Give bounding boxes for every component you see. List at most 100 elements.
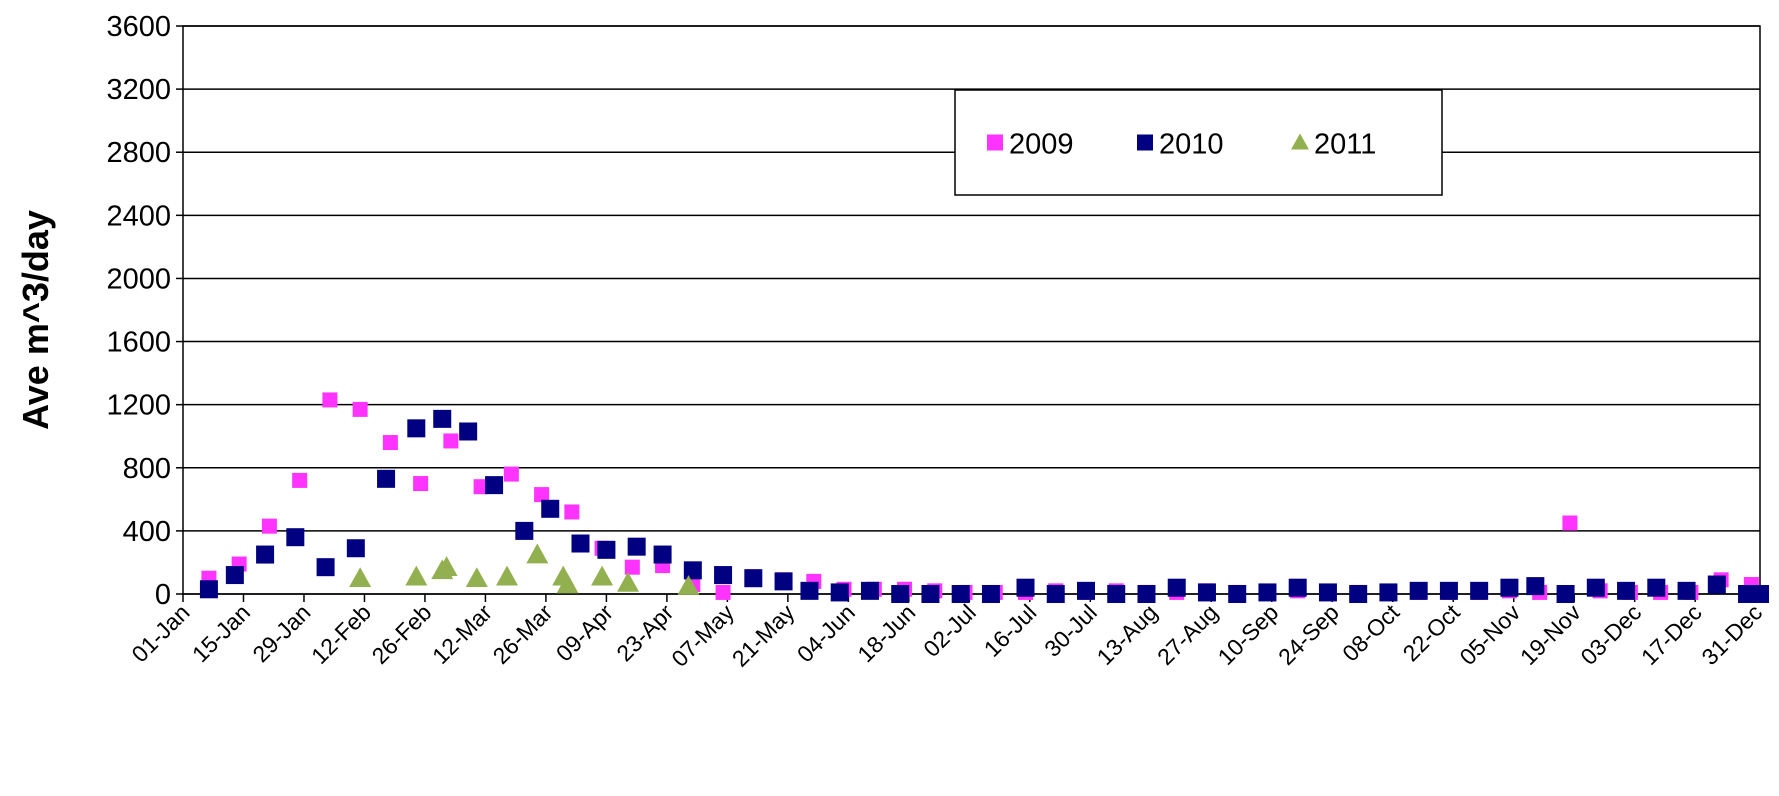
data-point: [322, 392, 338, 408]
data-point: [981, 585, 1000, 603]
x-tick-label: 13-Aug: [1092, 599, 1163, 670]
data-point: [627, 537, 646, 556]
x-tick-label: 21-May: [727, 599, 800, 672]
x-tick-label: 19-Nov: [1515, 599, 1586, 670]
y-tick-label: 3200: [106, 74, 171, 106]
data-point: [413, 476, 429, 492]
data-point: [714, 566, 733, 585]
data-point: [1137, 585, 1156, 603]
data-point: [715, 584, 731, 600]
data-point: [1258, 583, 1277, 602]
x-tick-label: 29-Jan: [247, 599, 315, 667]
x-tick-label: 04-Jun: [792, 599, 860, 667]
data-point: [597, 540, 616, 559]
legend-item-2010: 2010: [1137, 129, 1224, 161]
x-tick-label: 07-May: [666, 599, 739, 672]
y-tick-label: 2400: [106, 200, 171, 232]
x-tick-label: 16-Jul: [979, 599, 1042, 662]
legend-label: 2011: [1314, 129, 1376, 161]
data-point: [1107, 585, 1126, 603]
data-point: [1197, 583, 1216, 602]
y-tick-label: 400: [123, 516, 171, 548]
data-point: [677, 575, 700, 595]
data-point: [774, 572, 793, 591]
data-point: [346, 539, 365, 558]
y-axis-label: Ave m^3/day: [15, 210, 56, 430]
data-point: [1046, 585, 1065, 603]
data-point: [485, 476, 504, 495]
data-point: [1556, 585, 1575, 603]
data-point: [744, 569, 763, 588]
data-point: [564, 504, 580, 520]
x-tick-label: 31-Dec: [1696, 599, 1767, 670]
data-point: [617, 571, 640, 592]
data-point: [1167, 578, 1186, 597]
x-tick-label: 05-Nov: [1454, 599, 1525, 670]
y-tick-label: 2000: [106, 263, 171, 295]
data-point: [1647, 578, 1666, 597]
data-point: [1016, 578, 1035, 597]
x-tick-label: 17-Dec: [1636, 599, 1707, 670]
x-tick-label: 03-Dec: [1575, 599, 1646, 670]
legend-marker: [1291, 133, 1309, 150]
data-point: [891, 585, 910, 603]
data-point: [556, 573, 579, 594]
data-point: [541, 499, 560, 518]
data-point: [830, 583, 849, 602]
data-point: [591, 565, 614, 586]
data-point: [261, 518, 277, 534]
data-point: [1751, 585, 1769, 603]
data-point: [465, 567, 488, 588]
data-point: [1379, 583, 1398, 602]
data-point: [1707, 575, 1726, 594]
data-points: [199, 392, 1769, 603]
data-point: [1500, 578, 1519, 597]
data-point: [515, 521, 534, 540]
data-point: [921, 585, 940, 603]
x-tick-label: 26-Mar: [488, 599, 558, 669]
data-point: [1439, 581, 1458, 600]
data-point: [624, 559, 640, 575]
x-axis-tick-labels: 01-Jan15-Jan29-Jan12-Feb26-Feb12-Mar26-M…: [126, 594, 1767, 672]
data-point: [571, 534, 590, 553]
x-tick-label: 08-Oct: [1337, 599, 1405, 667]
data-point: [1470, 581, 1489, 600]
data-point: [407, 419, 426, 438]
y-tick-label: 800: [123, 453, 171, 485]
data-point: [316, 558, 335, 577]
legend: 2009 2010 2011: [954, 89, 1443, 196]
data-point: [352, 401, 368, 417]
legend-label: 2010: [1159, 129, 1224, 161]
data-point: [382, 435, 398, 451]
y-tick-label: 3600: [106, 11, 171, 43]
data-point: [683, 561, 702, 580]
data-point: [199, 580, 218, 599]
data-point: [526, 543, 549, 564]
data-point: [860, 581, 879, 600]
data-point: [503, 466, 519, 482]
series-2011: [349, 543, 700, 595]
data-point: [1617, 581, 1636, 600]
data-point: [435, 556, 458, 576]
data-point: [473, 479, 489, 495]
data-point: [256, 545, 275, 564]
data-point: [1349, 585, 1368, 603]
data-point: [405, 565, 428, 586]
y-tick-label: 0: [155, 579, 171, 611]
x-tick-label: 12-Feb: [306, 599, 376, 669]
data-point: [951, 585, 970, 603]
data-point: [1288, 578, 1307, 597]
data-point: [225, 566, 244, 585]
x-tick-label: 09-Apr: [551, 599, 618, 666]
data-point: [800, 581, 819, 600]
data-point: [1562, 515, 1578, 531]
x-tick-label: 12-Mar: [427, 599, 497, 669]
data-point: [349, 567, 372, 588]
y-tick-label: 2800: [106, 137, 171, 169]
y-tick-label: 1200: [106, 390, 171, 422]
legend-label: 2009: [1009, 129, 1074, 161]
data-point: [1586, 578, 1605, 597]
data-point: [534, 487, 550, 503]
data-point: [653, 545, 672, 564]
y-axis-tick-labels: 0 400 800 1200 1600 2000 2400 2800 3200 3600: [106, 11, 171, 611]
